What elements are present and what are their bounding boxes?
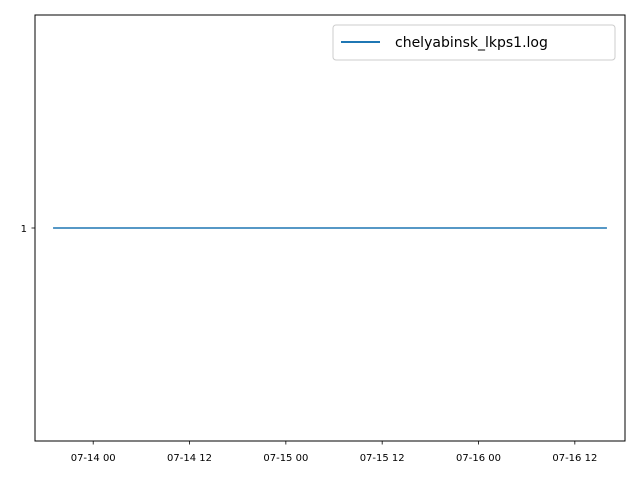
y-axis: 1 [21,224,35,235]
x-tick-label: 07-15 12 [360,453,405,464]
x-axis: 07-14 00 07-14 12 07-15 00 07-15 12 07-16 00… [71,441,597,464]
x-tick-label: 07-16 00 [456,453,501,464]
legend-label: chelyabinsk_lkps1.log [395,35,548,51]
x-tick-label: 07-14 00 [71,453,116,464]
y-tick-label: 1 [21,224,27,235]
x-tick-label: 07-14 12 [167,453,212,464]
x-tick-label: 07-16 12 [552,453,597,464]
x-tick-label: 07-15 00 [263,453,308,464]
legend-box [332,24,616,61]
legend: chelyabinsk_lkps1.log [332,24,616,61]
